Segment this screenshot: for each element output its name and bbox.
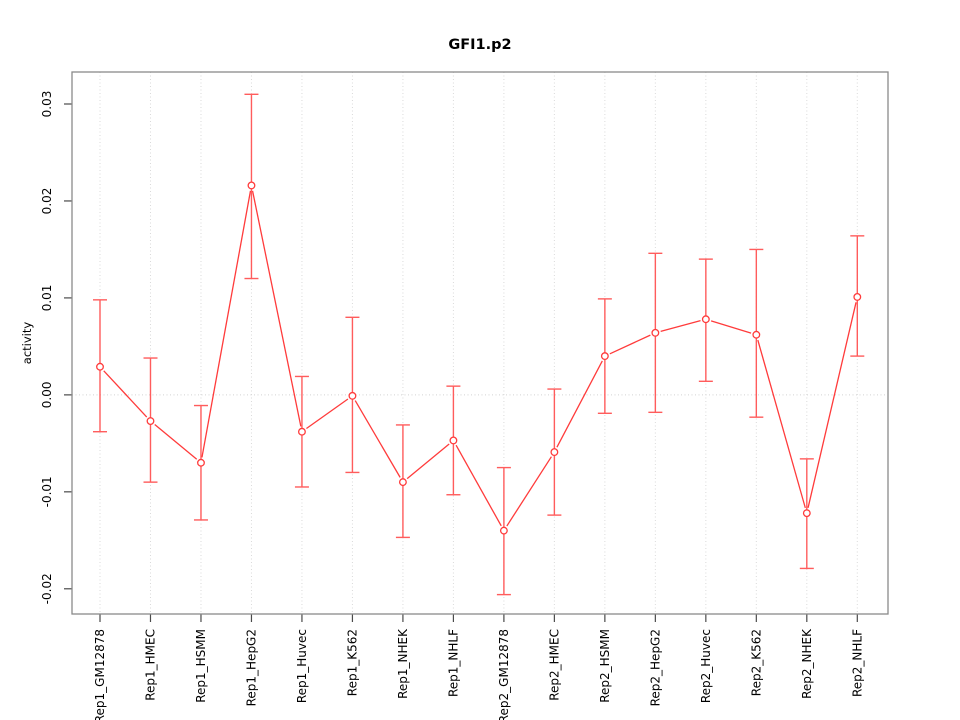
x-tick-label: Rep1_HSMM bbox=[194, 629, 208, 703]
data-point bbox=[499, 526, 508, 535]
data-point bbox=[853, 292, 862, 301]
series-line-segment bbox=[455, 444, 502, 527]
x-tick-label: Rep2_Huvec bbox=[699, 629, 713, 703]
y-tick-label: 0.00 bbox=[40, 382, 54, 409]
y-tick-label: -0.01 bbox=[40, 476, 54, 507]
y-axis-title: activity bbox=[20, 321, 34, 365]
x-tick-label: Rep2_GM12878 bbox=[497, 629, 511, 720]
series-line-segment bbox=[609, 334, 651, 355]
data-point bbox=[701, 315, 710, 324]
x-tick-label: Rep2_HSMM bbox=[598, 629, 612, 703]
x-tick-label: Rep2_K562 bbox=[750, 629, 764, 696]
x-tick-label: Rep1_K562 bbox=[346, 629, 360, 696]
x-tick-label: Rep2_HepG2 bbox=[649, 629, 663, 706]
x-tick-label: Rep2_NHLF bbox=[851, 629, 865, 697]
data-point bbox=[600, 352, 609, 361]
x-tick-label: Rep1_NHLF bbox=[447, 629, 461, 697]
data-point bbox=[550, 448, 559, 457]
chart-title: GFI1.p2 bbox=[448, 37, 512, 53]
y-tick-label: 0.02 bbox=[40, 188, 54, 215]
series-line-segment bbox=[660, 320, 701, 333]
y-tick-label: -0.02 bbox=[40, 573, 54, 604]
x-tick-label: Rep1_HepG2 bbox=[245, 629, 259, 706]
y-tick-label: 0.03 bbox=[40, 91, 54, 118]
series-line-segment bbox=[757, 339, 806, 509]
data-point bbox=[651, 328, 660, 337]
series-line-segment bbox=[201, 190, 252, 458]
series-line-segment bbox=[154, 424, 198, 460]
data-point bbox=[398, 478, 407, 487]
series-line-segment bbox=[251, 190, 302, 427]
data-point bbox=[449, 436, 458, 445]
series-line-segment bbox=[406, 443, 450, 480]
data-point bbox=[146, 417, 155, 426]
data-point bbox=[247, 181, 256, 190]
series-line-segment bbox=[354, 400, 401, 478]
x-tick-label: Rep1_GM12878 bbox=[93, 629, 107, 720]
series-line-segment bbox=[710, 320, 752, 334]
series-line-segment bbox=[556, 360, 603, 448]
x-tick-label: Rep2_NHEK bbox=[800, 628, 814, 699]
data-point bbox=[297, 427, 306, 436]
series-line-segment bbox=[506, 456, 552, 527]
x-tick-label: Rep2_HMEC bbox=[548, 629, 562, 701]
series-line-segment bbox=[807, 302, 857, 508]
x-tick-label: Rep1_NHEK bbox=[396, 628, 410, 699]
data-point bbox=[197, 458, 205, 467]
x-tick-label: Rep1_Huvec bbox=[295, 629, 309, 703]
series-line-segment bbox=[103, 370, 148, 418]
data-point bbox=[802, 509, 811, 518]
data-point bbox=[752, 330, 761, 339]
data-point bbox=[348, 391, 357, 400]
x-tick-label: Rep1_HMEC bbox=[144, 629, 158, 701]
series-line-segment bbox=[306, 398, 349, 430]
data-point bbox=[96, 362, 104, 371]
plot-frame bbox=[71, 71, 889, 615]
y-tick-label: 0.01 bbox=[40, 285, 54, 312]
